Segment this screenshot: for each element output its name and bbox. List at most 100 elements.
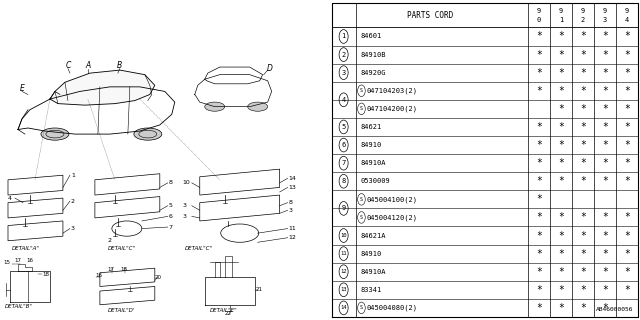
- Text: *: *: [602, 158, 608, 168]
- Text: *: *: [580, 212, 586, 222]
- Text: 2: 2: [108, 238, 112, 243]
- Text: 047104200(2): 047104200(2): [366, 106, 417, 112]
- Text: 0530009: 0530009: [361, 178, 390, 184]
- Text: *: *: [536, 31, 542, 42]
- Text: *: *: [558, 212, 564, 222]
- Text: 20: 20: [155, 275, 162, 280]
- Text: *: *: [602, 68, 608, 78]
- Text: 84910: 84910: [361, 142, 382, 148]
- Text: *: *: [536, 230, 542, 241]
- Text: *: *: [580, 285, 586, 295]
- Text: 10: 10: [183, 180, 191, 185]
- Text: 3: 3: [183, 214, 187, 219]
- Text: 10: 10: [340, 233, 347, 238]
- Text: DETAIL"A": DETAIL"A": [12, 246, 40, 251]
- Text: *: *: [602, 104, 608, 114]
- Text: 16: 16: [26, 258, 33, 263]
- Text: 84621: 84621: [361, 124, 382, 130]
- Text: *: *: [580, 68, 586, 78]
- Text: *: *: [602, 50, 608, 60]
- Text: 84621A: 84621A: [361, 233, 386, 238]
- Text: 16: 16: [95, 273, 102, 278]
- Text: 045004100(2): 045004100(2): [366, 196, 417, 203]
- Text: 14: 14: [289, 176, 296, 181]
- Text: *: *: [624, 31, 630, 42]
- Text: *: *: [580, 50, 586, 60]
- Text: *: *: [602, 176, 608, 186]
- Text: 83341: 83341: [361, 287, 382, 293]
- Text: 045004080(2): 045004080(2): [366, 305, 417, 311]
- Text: 8: 8: [289, 200, 292, 205]
- Text: 3: 3: [183, 203, 187, 208]
- Text: 84910A: 84910A: [361, 269, 386, 275]
- Text: *: *: [558, 249, 564, 259]
- Ellipse shape: [134, 128, 162, 140]
- Text: 4: 4: [342, 97, 346, 103]
- Text: *: *: [558, 50, 564, 60]
- Text: *: *: [624, 140, 630, 150]
- Text: *: *: [624, 176, 630, 186]
- Text: *: *: [580, 230, 586, 241]
- Polygon shape: [50, 70, 155, 105]
- Text: *: *: [624, 285, 630, 295]
- Text: DETAIL"C": DETAIL"C": [108, 246, 136, 251]
- Text: *: *: [602, 122, 608, 132]
- Text: PARTS CORD: PARTS CORD: [406, 11, 453, 20]
- Text: 84910A: 84910A: [361, 160, 386, 166]
- Text: 9: 9: [603, 8, 607, 14]
- Text: 0: 0: [537, 17, 541, 23]
- Text: *: *: [536, 194, 542, 204]
- Ellipse shape: [205, 102, 225, 111]
- Text: *: *: [536, 212, 542, 222]
- Text: *: *: [558, 122, 564, 132]
- Text: *: *: [624, 50, 630, 60]
- Text: *: *: [580, 303, 586, 313]
- Text: *: *: [602, 285, 608, 295]
- Text: *: *: [558, 158, 564, 168]
- Text: 4: 4: [625, 17, 629, 23]
- Text: *: *: [580, 86, 586, 96]
- Text: 1: 1: [342, 34, 346, 39]
- Text: D: D: [267, 64, 273, 73]
- Text: *: *: [536, 176, 542, 186]
- Text: *: *: [602, 86, 608, 96]
- Text: *: *: [602, 212, 608, 222]
- Text: *: *: [536, 122, 542, 132]
- Text: *: *: [580, 158, 586, 168]
- Text: S: S: [360, 215, 363, 220]
- Text: *: *: [624, 122, 630, 132]
- Text: 5: 5: [169, 203, 173, 208]
- Text: 13: 13: [289, 185, 296, 190]
- Text: *: *: [602, 267, 608, 277]
- Text: 1: 1: [71, 173, 75, 178]
- Text: 3: 3: [71, 226, 75, 231]
- Text: 047104203(2): 047104203(2): [366, 87, 417, 94]
- Text: A: A: [85, 61, 90, 70]
- Text: 8: 8: [169, 180, 173, 185]
- Text: *: *: [536, 267, 542, 277]
- Text: AB46000056: AB46000056: [595, 308, 633, 312]
- Text: 8: 8: [342, 178, 346, 184]
- Text: 9: 9: [625, 8, 629, 14]
- Text: 2: 2: [342, 52, 346, 58]
- Text: 84920G: 84920G: [361, 70, 386, 76]
- Text: 3: 3: [603, 17, 607, 23]
- Text: *: *: [624, 249, 630, 259]
- Text: 1: 1: [559, 17, 563, 23]
- Text: 18: 18: [42, 272, 49, 277]
- Text: *: *: [558, 230, 564, 241]
- Text: *: *: [624, 267, 630, 277]
- Text: *: *: [624, 212, 630, 222]
- Text: 045004120(2): 045004120(2): [366, 214, 417, 221]
- Text: 18: 18: [120, 267, 127, 272]
- Text: S: S: [360, 106, 363, 111]
- Text: *: *: [602, 249, 608, 259]
- Text: *: *: [580, 122, 586, 132]
- Text: *: *: [580, 104, 586, 114]
- Text: *: *: [624, 104, 630, 114]
- Text: 5: 5: [342, 124, 346, 130]
- Text: 2: 2: [71, 199, 75, 204]
- Text: *: *: [580, 176, 586, 186]
- Text: *: *: [624, 230, 630, 241]
- Text: 9: 9: [559, 8, 563, 14]
